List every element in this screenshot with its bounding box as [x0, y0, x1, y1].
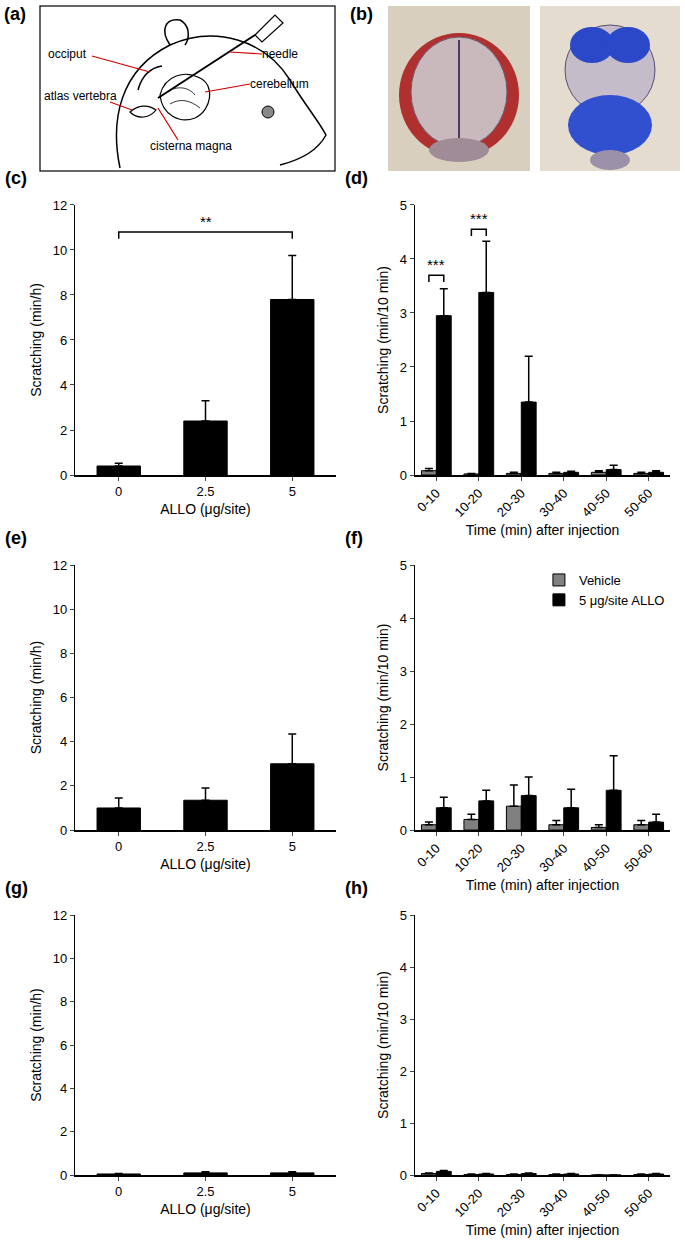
svg-text:0: 0	[400, 468, 407, 483]
svg-text:10: 10	[53, 602, 67, 617]
svg-text:2: 2	[60, 1124, 67, 1139]
svg-text:2.5: 2.5	[196, 839, 214, 854]
svg-text:(c): (c)	[5, 168, 27, 188]
svg-text:5: 5	[289, 1184, 296, 1199]
svg-text:5: 5	[289, 839, 296, 854]
svg-text:***: ***	[427, 256, 445, 273]
svg-text:Time (min) after injection: Time (min) after injection	[466, 522, 620, 538]
svg-text:**: **	[200, 213, 212, 230]
svg-text:atlas vertebra: atlas vertebra	[44, 89, 117, 103]
svg-text:5: 5	[289, 484, 296, 499]
svg-text:ALLO (μg/site): ALLO (μg/site)	[160, 1201, 251, 1217]
svg-text:10: 10	[53, 243, 67, 258]
svg-text:4: 4	[60, 1081, 67, 1096]
svg-text:0-10: 0-10	[414, 486, 443, 515]
svg-text:0: 0	[400, 1168, 407, 1183]
svg-text:(h): (h)	[345, 878, 368, 898]
svg-text:(f): (f)	[345, 528, 363, 548]
svg-text:6: 6	[60, 333, 67, 348]
svg-text:Scratching (min/10 min): Scratching (min/10 min)	[375, 266, 391, 414]
svg-text:occiput: occiput	[48, 47, 87, 61]
svg-text:(g): (g)	[5, 878, 28, 898]
svg-text:10-20: 10-20	[451, 1186, 485, 1220]
svg-text:1: 1	[400, 770, 407, 785]
svg-text:6: 6	[60, 690, 67, 705]
svg-text:0: 0	[115, 839, 122, 854]
svg-text:Scratching (min/10 min): Scratching (min/10 min)	[375, 624, 391, 772]
svg-text:10-20: 10-20	[451, 841, 485, 875]
svg-text:20-30: 20-30	[494, 841, 528, 875]
svg-text:Scratching (min/10 min): Scratching (min/10 min)	[375, 971, 391, 1119]
svg-text:4: 4	[60, 378, 67, 393]
svg-text:ALLO (μg/site): ALLO (μg/site)	[160, 501, 251, 517]
svg-text:Scratching (min/h): Scratching (min/h)	[28, 641, 44, 755]
svg-text:0: 0	[400, 823, 407, 838]
svg-text:50-60: 50-60	[621, 1186, 655, 1220]
svg-text:12: 12	[53, 908, 67, 923]
svg-text:5: 5	[400, 197, 407, 212]
svg-text:8: 8	[60, 288, 67, 303]
svg-text:30-40: 30-40	[536, 841, 570, 875]
svg-text:4: 4	[400, 252, 407, 267]
svg-text:0: 0	[60, 1168, 67, 1183]
svg-text:cisterna magna: cisterna magna	[150, 139, 232, 153]
svg-text:1: 1	[400, 414, 407, 429]
svg-text:(e): (e)	[5, 528, 27, 548]
svg-text:(b): (b)	[350, 4, 373, 24]
svg-text:5: 5	[400, 558, 407, 573]
svg-text:2.5: 2.5	[196, 484, 214, 499]
svg-text:50-60: 50-60	[621, 841, 655, 875]
svg-text:10-20: 10-20	[451, 486, 485, 520]
svg-text:Time (min) after injection: Time (min) after injection	[466, 1222, 620, 1238]
svg-text:20-30: 20-30	[494, 1186, 528, 1220]
svg-text:0-10: 0-10	[414, 841, 443, 870]
svg-text:(a): (a)	[4, 4, 26, 24]
svg-text:cerebellum: cerebellum	[250, 77, 309, 91]
svg-text:6: 6	[60, 1038, 67, 1053]
svg-text:5 μg/site ALLO: 5 μg/site ALLO	[579, 593, 665, 608]
svg-text:0: 0	[60, 823, 67, 838]
svg-text:2: 2	[60, 778, 67, 793]
svg-text:40-50: 40-50	[579, 1186, 613, 1220]
svg-text:5: 5	[400, 908, 407, 923]
svg-text:30-40: 30-40	[536, 1186, 570, 1220]
svg-text:ALLO (μg/site): ALLO (μg/site)	[160, 856, 251, 872]
svg-text:2.5: 2.5	[196, 1184, 214, 1199]
svg-text:12: 12	[53, 558, 67, 573]
svg-text:needle: needle	[262, 47, 298, 61]
svg-text:4: 4	[400, 960, 407, 975]
svg-text:0: 0	[60, 468, 67, 483]
svg-text:12: 12	[53, 197, 67, 212]
svg-text:2: 2	[400, 360, 407, 375]
svg-text:2: 2	[400, 717, 407, 732]
svg-text:8: 8	[60, 646, 67, 661]
svg-text:4: 4	[400, 611, 407, 626]
svg-text:Scratching (min/h): Scratching (min/h)	[28, 988, 44, 1102]
svg-text:3: 3	[400, 306, 407, 321]
svg-text:8: 8	[60, 994, 67, 1009]
svg-text:Vehicle: Vehicle	[579, 573, 621, 588]
svg-text:2: 2	[60, 423, 67, 438]
svg-text:10: 10	[53, 951, 67, 966]
svg-text:0-10: 0-10	[414, 1186, 443, 1215]
svg-text:0: 0	[115, 484, 122, 499]
svg-text:30-40: 30-40	[536, 486, 570, 520]
svg-text:0: 0	[115, 1184, 122, 1199]
svg-text:3: 3	[400, 1012, 407, 1027]
svg-text:Scratching (min/h): Scratching (min/h)	[28, 283, 44, 397]
svg-text:(d): (d)	[345, 168, 368, 188]
svg-text:1: 1	[400, 1116, 407, 1131]
svg-text:2: 2	[400, 1064, 407, 1079]
svg-text:20-30: 20-30	[494, 486, 528, 520]
svg-text:3: 3	[400, 664, 407, 679]
svg-text:40-50: 40-50	[579, 841, 613, 875]
svg-text:40-50: 40-50	[579, 486, 613, 520]
svg-text:50-60: 50-60	[621, 486, 655, 520]
svg-text:Time (min) after injection: Time (min) after injection	[466, 877, 620, 893]
svg-text:***: ***	[470, 210, 488, 227]
svg-text:4: 4	[60, 734, 67, 749]
